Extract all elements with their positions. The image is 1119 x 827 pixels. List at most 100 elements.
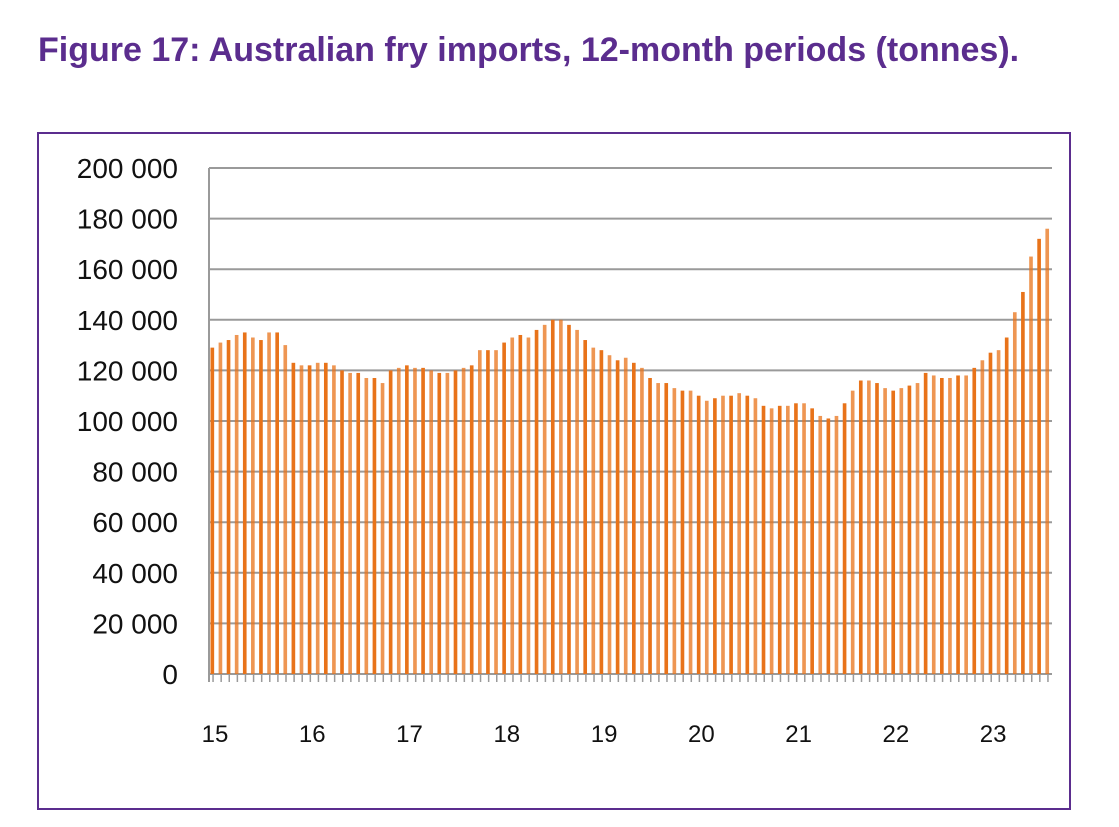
bar [713, 398, 717, 674]
x-tick-label: 15 [202, 721, 229, 748]
y-tick-label: 100 000 [77, 406, 178, 437]
bar [583, 340, 588, 674]
bar [956, 375, 960, 674]
bar [729, 395, 733, 674]
bar [234, 334, 239, 674]
bar [640, 367, 644, 674]
bar [510, 337, 515, 674]
bar [972, 367, 977, 674]
bar [251, 337, 255, 674]
bar [299, 365, 304, 674]
bar [745, 395, 750, 674]
bar [380, 383, 385, 674]
bar [1029, 256, 1033, 674]
bar [445, 372, 450, 674]
bar [810, 408, 814, 674]
bar [340, 370, 344, 674]
bar [242, 332, 247, 674]
bar [372, 377, 377, 674]
bar [413, 367, 417, 674]
bar [567, 324, 571, 674]
bar [332, 365, 336, 674]
bar [842, 403, 847, 674]
bar [834, 415, 839, 674]
bar [826, 418, 831, 674]
bar [648, 377, 652, 674]
bar [1021, 291, 1025, 674]
y-tick-label: 20 000 [92, 608, 178, 639]
y-tick-label: 120 000 [77, 355, 178, 386]
bar [704, 400, 709, 674]
bar [275, 332, 279, 674]
bar [542, 324, 547, 674]
bar [396, 367, 401, 674]
bar [526, 337, 531, 674]
bar [226, 340, 231, 674]
bar [777, 405, 782, 674]
bar [405, 365, 409, 674]
x-tick-label: 22 [883, 721, 910, 748]
bar [559, 319, 563, 674]
bar [486, 350, 490, 674]
x-tick-label: 19 [591, 721, 618, 748]
bar [437, 372, 442, 674]
bar [469, 365, 474, 674]
bar [737, 393, 742, 674]
bar [623, 357, 628, 674]
bar [875, 383, 879, 674]
bar [964, 375, 968, 674]
bar [672, 388, 677, 674]
bar [429, 370, 434, 674]
y-tick-label: 60 000 [92, 507, 178, 538]
y-tick-label: 160 000 [77, 254, 178, 285]
bar [1004, 337, 1009, 674]
bar [923, 372, 928, 674]
bar [388, 370, 393, 674]
bar [1037, 238, 1041, 674]
bar [802, 403, 806, 674]
y-tick-label: 200 000 [77, 153, 178, 184]
y-tick-label: 140 000 [77, 305, 178, 336]
bar [721, 395, 725, 674]
bar [453, 370, 458, 674]
bar [858, 380, 863, 674]
bar [1012, 312, 1017, 674]
bar [502, 342, 506, 674]
bar [753, 398, 758, 674]
bar [988, 352, 993, 674]
y-tick-label: 0 [162, 659, 178, 690]
bar [461, 367, 466, 674]
x-tick-label: 20 [688, 721, 715, 748]
bar [1045, 228, 1050, 674]
bar [283, 345, 288, 674]
bar [940, 377, 944, 674]
bar [696, 395, 701, 674]
bar [867, 380, 871, 674]
y-tick-label: 180 000 [77, 204, 178, 235]
chart-title: Figure 17: Australian fry imports, 12-mo… [38, 31, 1020, 69]
bar [607, 355, 612, 674]
x-tick-label: 17 [396, 721, 423, 748]
bar [421, 367, 425, 674]
bar [948, 377, 952, 674]
bar [980, 360, 985, 674]
x-tick-label: 16 [299, 721, 326, 748]
bar [891, 390, 896, 674]
x-tick-label: 21 [785, 721, 812, 748]
y-tick-label: 80 000 [92, 457, 178, 488]
x-tick-label: 23 [980, 721, 1007, 748]
bar [680, 390, 685, 674]
bar [591, 347, 596, 674]
y-tick-label: 40 000 [92, 558, 178, 589]
bar [550, 319, 555, 674]
bar [656, 383, 660, 674]
bar [761, 405, 766, 674]
bar [518, 334, 523, 674]
bar [291, 362, 296, 674]
bar [259, 340, 263, 674]
bar [850, 390, 855, 674]
bar [818, 415, 823, 674]
bar [786, 405, 790, 674]
bar [664, 383, 669, 674]
